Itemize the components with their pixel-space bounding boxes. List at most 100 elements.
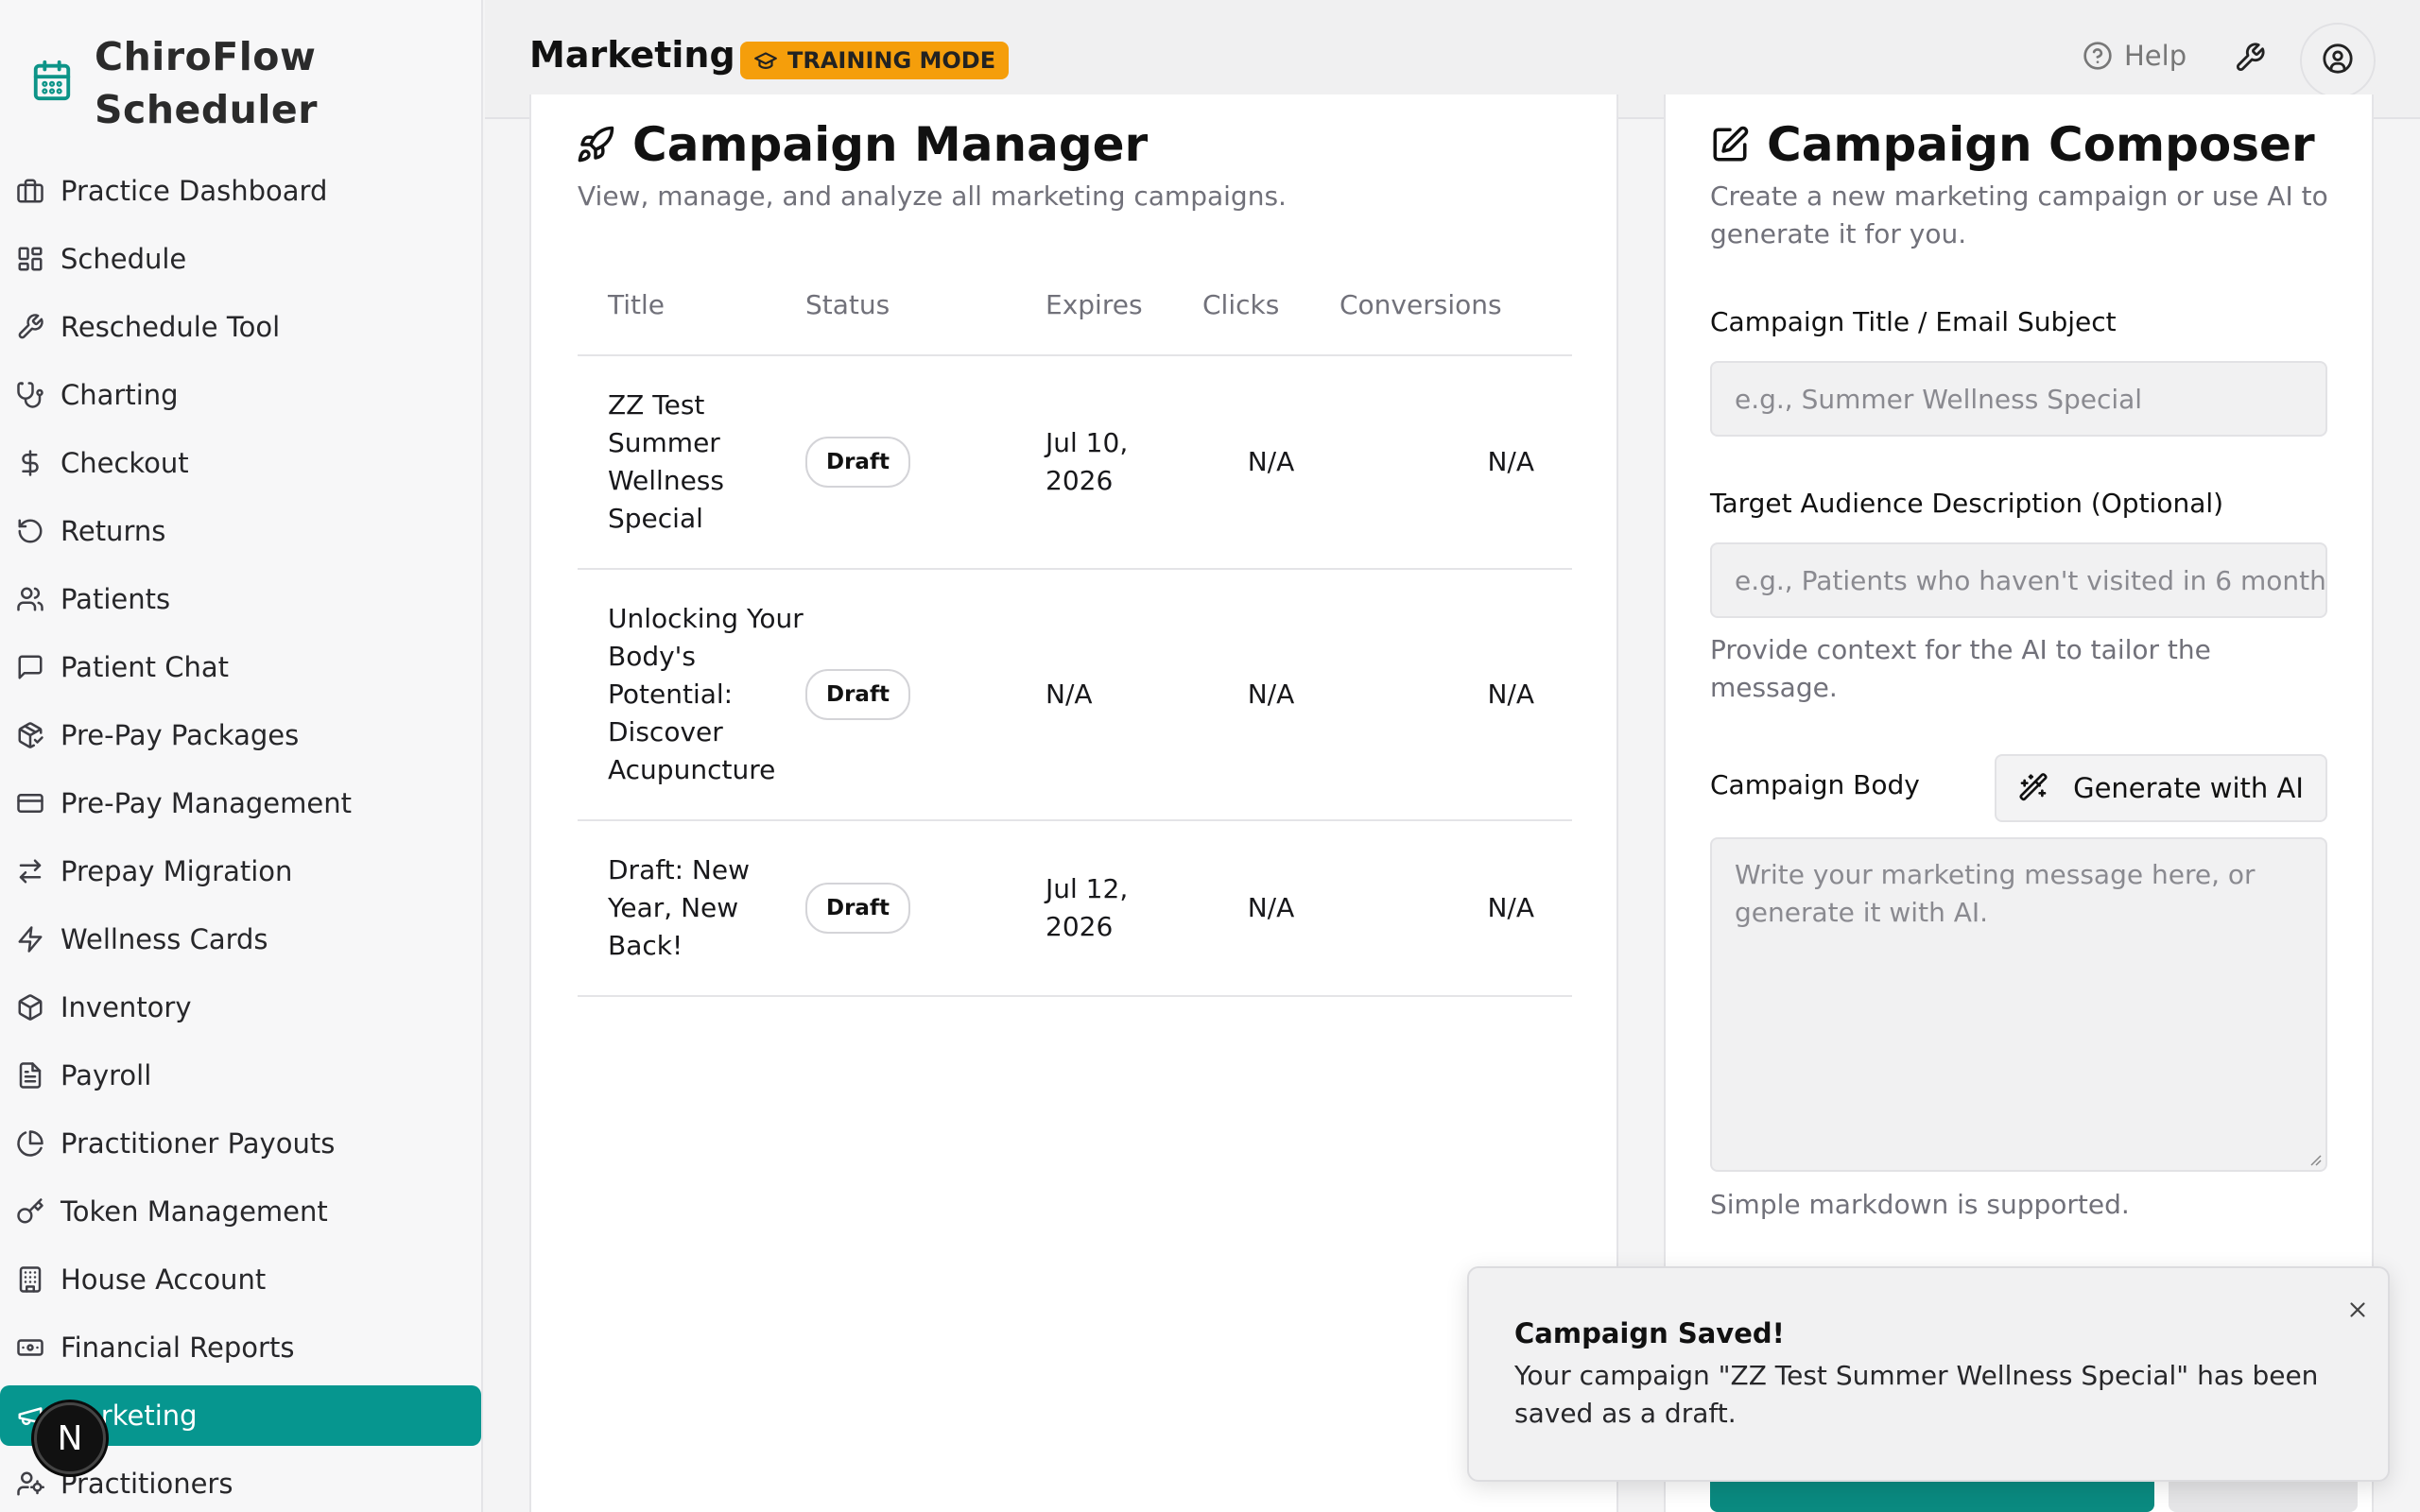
campaign-title-input[interactable]: e.g., Summer Wellness Special: [1710, 361, 2327, 437]
user-menu-button[interactable]: [2300, 23, 2376, 98]
campaign-composer-title-text: Campaign Composer: [1767, 117, 2315, 172]
sidebar-item-pre-pay-packages[interactable]: Pre-Pay Packages: [0, 705, 481, 765]
tools-button[interactable]: [2234, 42, 2266, 77]
arrows-left-right-icon: [15, 856, 45, 886]
sidebar-item-label: Pre-Pay Management: [60, 787, 352, 819]
campaign-body-textarea[interactable]: Write your marketing message here, or ge…: [1710, 837, 2327, 1172]
table-row[interactable]: Draft: New Year, New Back! Draft Jul 12,…: [578, 820, 1572, 997]
expires-cell: Jul 12, 2026: [1046, 820, 1202, 997]
file-text-icon: [15, 1060, 45, 1091]
sidebar-item-label: Inventory: [60, 991, 192, 1023]
sidebar-item-prepay-migration[interactable]: Prepay Migration: [0, 841, 481, 902]
sidebar-item-label: Financial Reports: [60, 1332, 295, 1364]
sidebar-item-label: Patients: [60, 583, 171, 615]
sidebar-item-returns[interactable]: Returns: [0, 501, 481, 561]
sidebar-item-label: House Account: [60, 1263, 267, 1296]
sidebar-item-label: Practitioners: [60, 1468, 233, 1500]
clicks-cell: N/A: [1202, 569, 1340, 821]
sidebar-item-checkout[interactable]: Checkout: [0, 433, 481, 493]
sidebar-item-charting[interactable]: Charting: [0, 365, 481, 425]
graduation-cap-icon: [753, 48, 778, 73]
column-header-status[interactable]: Status: [805, 255, 1046, 356]
key-icon: [15, 1196, 45, 1227]
sidebar-item-label: Schedule: [60, 243, 187, 275]
edit-icon: [1710, 125, 1750, 164]
sidebar-item-practitioner-payouts[interactable]: Practitioner Payouts: [0, 1113, 481, 1174]
clicks-cell: N/A: [1202, 820, 1340, 997]
pie-chart-icon: [15, 1128, 45, 1159]
sidebar-item-wellness-cards[interactable]: Wellness Cards: [0, 909, 481, 970]
box-icon: [15, 992, 45, 1022]
column-header-clicks[interactable]: Clicks: [1202, 255, 1340, 356]
column-header-conversions[interactable]: Conversions: [1340, 255, 1572, 356]
target-audience-help: Provide context for the AI to tailor the…: [1710, 634, 2211, 703]
sidebar-item-patient-chat[interactable]: Patient Chat: [0, 637, 481, 697]
table-row[interactable]: ZZ Test Summer Wellness Special Draft Ju…: [578, 355, 1572, 570]
campaign-composer-subtitle: Create a new marketing campaign or use A…: [1710, 180, 2328, 249]
status-badge: Draft: [805, 437, 910, 488]
campaign-title-label: Campaign Title / Email Subject: [1710, 306, 2117, 337]
sidebar-item-label: Practice Dashboard: [60, 175, 328, 207]
sidebar-item-reschedule-tool[interactable]: Reschedule Tool: [0, 297, 481, 357]
campaign-title-cell: ZZ Test Summer Wellness Special: [578, 355, 805, 570]
campaign-manager-card: Campaign Manager View, manage, and analy…: [529, 94, 1618, 1512]
message-square-icon: [15, 652, 45, 682]
stethoscope-icon: [15, 380, 45, 410]
briefcase-icon: [15, 176, 45, 206]
status-badge: Draft: [805, 883, 910, 934]
sidebar-item-practitioners[interactable]: Practitioners: [0, 1453, 481, 1512]
sidebar-item-pre-pay-management[interactable]: Pre-Pay Management: [0, 773, 481, 833]
status-cell: Draft: [805, 355, 1046, 570]
sidebar-item-practice-dashboard[interactable]: Practice Dashboard: [0, 161, 481, 221]
sidebar-item-label: Pre-Pay Packages: [60, 719, 300, 751]
training-mode-label: TRAINING MODE: [787, 47, 996, 74]
sidebar-item-house-account[interactable]: House Account: [0, 1249, 481, 1310]
resize-grip-icon[interactable]: [2308, 1153, 2322, 1166]
column-header-title[interactable]: Title: [578, 255, 805, 356]
rotate-ccw-icon: [15, 516, 45, 546]
status-cell: Draft: [805, 569, 1046, 821]
sidebar-item-label: Wellness Cards: [60, 923, 268, 955]
layout-grid-icon: [15, 244, 45, 274]
sidebar-item-financial-reports[interactable]: Financial Reports: [0, 1317, 481, 1378]
campaign-manager-title: Campaign Manager: [576, 117, 1148, 172]
package-check-icon: [15, 720, 45, 750]
sidebar-item-label: Reschedule Tool: [60, 311, 281, 343]
help-button[interactable]: Help: [2083, 40, 2187, 72]
toast-close-button[interactable]: [2339, 1293, 2377, 1331]
wrench-icon: [2234, 43, 2266, 77]
sidebar-item-patients[interactable]: Patients: [0, 569, 481, 629]
help-label: Help: [2124, 40, 2187, 72]
generate-with-ai-button[interactable]: Generate with AI: [1995, 754, 2327, 822]
toast-notification: Campaign Saved! Your campaign "ZZ Test S…: [1467, 1266, 2390, 1482]
status-badge: Draft: [805, 669, 910, 720]
credit-card-icon: [15, 788, 45, 818]
sidebar-item-label: Payroll: [60, 1059, 152, 1091]
clicks-cell: N/A: [1202, 355, 1340, 570]
campaign-composer-title: Campaign Composer: [1710, 117, 2315, 172]
sidebar-item-label: Prepay Migration: [60, 855, 293, 887]
user-avatar[interactable]: N: [34, 1402, 106, 1474]
campaign-body-label: Campaign Body: [1710, 769, 1920, 800]
campaign-manager-title-text: Campaign Manager: [632, 117, 1149, 172]
target-audience-input[interactable]: e.g., Patients who haven't visited in 6 …: [1710, 542, 2327, 618]
sidebar-item-label: Patient Chat: [60, 651, 229, 683]
column-header-expires[interactable]: Expires: [1046, 255, 1202, 356]
wrench-icon: [15, 312, 45, 342]
sidebar-item-inventory[interactable]: Inventory: [0, 977, 481, 1038]
conversions-cell: N/A: [1340, 569, 1572, 821]
brand[interactable]: ChiroFlow Scheduler: [0, 0, 481, 136]
toast-body: Your campaign "ZZ Test Summer Wellness S…: [1514, 1360, 2319, 1429]
sidebar-item-label: Charting: [60, 379, 179, 411]
sidebar-item-schedule[interactable]: Schedule: [0, 229, 481, 289]
wand-sparkles-icon: [2018, 773, 2048, 803]
dollar-icon: [15, 448, 45, 478]
campaigns-table: Title Status Expires Clicks Conversions …: [578, 255, 1572, 997]
table-row[interactable]: Unlocking Your Body's Potential: Discove…: [578, 569, 1572, 821]
app-name: ChiroFlow Scheduler: [95, 30, 318, 136]
sidebar-item-token-management[interactable]: Token Management: [0, 1181, 481, 1242]
table-header-row: Title Status Expires Clicks Conversions: [578, 255, 1572, 356]
training-mode-badge: TRAINING MODE: [740, 42, 1010, 79]
sidebar-item-payroll[interactable]: Payroll: [0, 1045, 481, 1106]
sidebar: ChiroFlow Scheduler Practice Dashboard Sc…: [0, 0, 483, 1512]
